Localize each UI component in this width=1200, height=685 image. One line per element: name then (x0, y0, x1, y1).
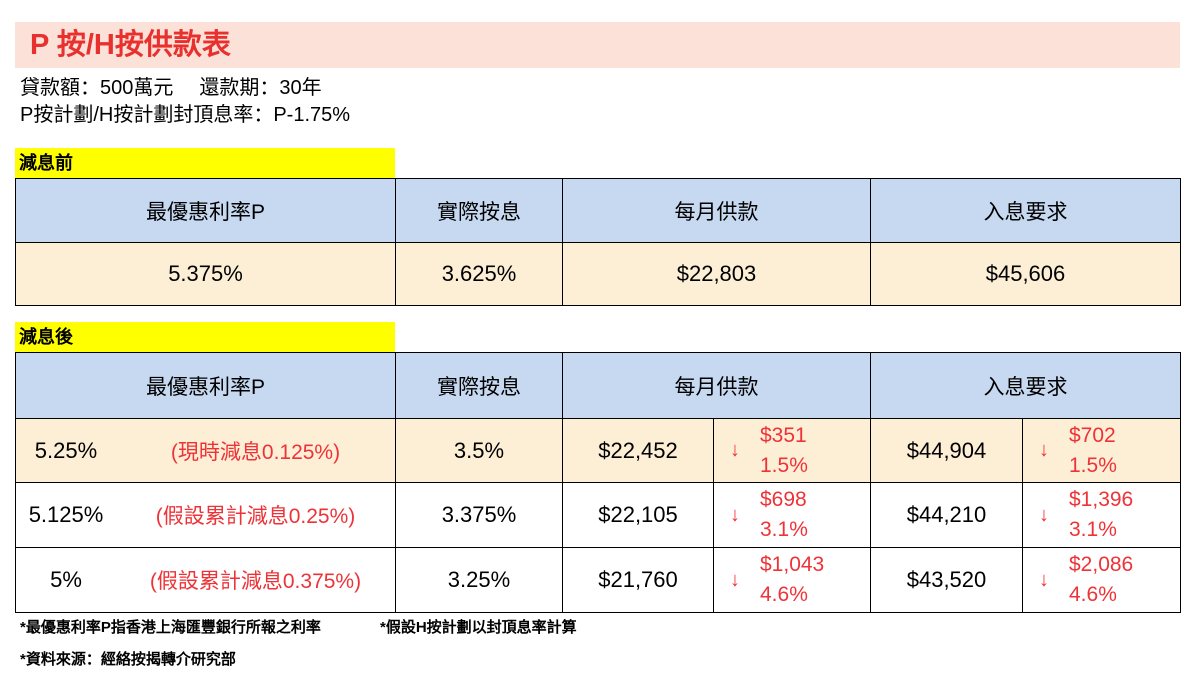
monthly-payment-cell: $22,803 (562, 242, 871, 306)
header-row: 最優惠利率P 實際按息 每月供款 入息要求 (15, 352, 1181, 419)
rate-cut-note: (假設累計減息0.375%) (149, 570, 362, 593)
income-drop-amount: $1,396 (1069, 488, 1134, 511)
income-drop-percent: 3.1% (1069, 518, 1117, 541)
before-cut-label: 減息前 (15, 148, 395, 178)
monthly-payment-cell: $22,105 (562, 482, 714, 548)
monthly-drop-percent: 1.5% (760, 453, 808, 477)
down-arrow-icon: ↓ (730, 503, 740, 526)
monthly-drop-cell: ↓ $351 1.5% (713, 418, 871, 483)
cap-rate-line: P按計劃/H按計劃封頂息率：P-1.75% (20, 104, 351, 126)
income-drop-percent: 4.6% (1069, 583, 1117, 606)
table-row: 5% (假設累計減息0.375%) 3.25% $21,760 ↓ $1,043… (15, 547, 1181, 613)
monthly-drop-percent: 3.1% (760, 518, 808, 541)
rate-cut-note: (現時減息0.125%) (170, 440, 341, 464)
monthly-payment-cell: $22,452 (562, 418, 714, 483)
header-income-requirement: 入息要求 (870, 178, 1181, 243)
income-drop-percent: 1.5% (1069, 453, 1117, 477)
monthly-drop-percent: 4.6% (760, 583, 808, 606)
table-row: 5.125% (假設累計減息0.25%) 3.375% $22,105 ↓ $6… (15, 482, 1181, 548)
prime-rate-cell: 5.375% (15, 242, 396, 306)
title-banner: P 按/H按供款表 (15, 22, 1180, 68)
monthly-drop-amount: $1,043 (760, 553, 825, 576)
income-drop-cell: ↓ $702 1.5% (1022, 418, 1181, 483)
before-cut-table: 最優惠利率P 實際按息 每月供款 入息要求 5.375% 3.625% $22,… (15, 178, 1181, 306)
footnote-prime-rate: *最優惠利率P指香港上海匯豐銀行所報之利率 (20, 619, 321, 636)
income-requirement-cell: $43,520 (870, 547, 1023, 613)
prime-rate-cell: 5% (假設累計減息0.375%) (15, 547, 396, 613)
income-drop-amount: $2,086 (1069, 553, 1134, 576)
header-row: 最優惠利率P 實際按息 每月供款 入息要求 (15, 178, 1181, 243)
actual-rate-cell: 3.25% (395, 547, 563, 613)
income-drop-cell: ↓ $2,086 4.6% (1022, 547, 1181, 613)
monthly-drop-amount: $351 (760, 423, 807, 447)
header-prime-rate: 最優惠利率P (15, 178, 396, 243)
monthly-drop-cell: ↓ $1,043 4.6% (713, 547, 871, 613)
header-income-requirement: 入息要求 (870, 352, 1181, 419)
loan-amount: 貸款額：500萬元 (20, 77, 174, 99)
after-cut-table: 最優惠利率P 實際按息 每月供款 入息要求 5.25% (現時減息0.125%)… (15, 352, 1181, 613)
actual-rate-cell: 3.625% (395, 242, 563, 306)
prime-rate-value: 5% (50, 567, 82, 592)
prime-rate-cell: 5.25% (現時減息0.125%) (15, 418, 396, 483)
monthly-payment-cell: $21,760 (562, 547, 714, 613)
table-row: 5.375% 3.625% $22,803 $45,606 (15, 242, 1181, 306)
actual-rate-cell: 3.375% (395, 482, 563, 548)
income-drop-amount: $702 (1069, 423, 1116, 447)
footnote-source: *資料來源：經絡按揭轉介研究部 (20, 651, 236, 668)
header-actual-rate: 實際按息 (395, 352, 563, 419)
down-arrow-icon: ↓ (1039, 503, 1049, 526)
prime-rate-value: 5.125% (28, 502, 104, 527)
header-monthly-payment: 每月供款 (562, 352, 871, 419)
prime-rate-value: 5.25% (34, 437, 98, 463)
down-arrow-icon: ↓ (730, 439, 740, 461)
rate-cut-note: (假設累計減息0.25%) (155, 505, 356, 528)
header-monthly-payment: 每月供款 (562, 178, 871, 243)
page-title: P 按/H按供款表 (30, 29, 231, 61)
loan-term: 還款期：30年 (199, 77, 322, 99)
income-requirement-cell: $45,606 (870, 242, 1181, 306)
income-drop-cell: ↓ $1,396 3.1% (1022, 482, 1181, 548)
actual-rate-cell: 3.5% (395, 418, 563, 483)
after-cut-label: 減息後 (15, 322, 395, 352)
table-row: 5.25% (現時減息0.125%) 3.5% $22,452 ↓ $351 1… (15, 418, 1181, 483)
header-prime-rate: 最優惠利率P (15, 352, 396, 419)
down-arrow-icon: ↓ (730, 568, 740, 591)
down-arrow-icon: ↓ (1039, 439, 1049, 461)
monthly-drop-cell: ↓ $698 3.1% (713, 482, 871, 548)
prime-rate-cell: 5.125% (假設累計減息0.25%) (15, 482, 396, 548)
monthly-drop-amount: $698 (760, 488, 807, 511)
down-arrow-icon: ↓ (1039, 568, 1049, 591)
loan-info-line: 貸款額：500萬元 還款期：30年 (20, 75, 322, 101)
footnote-cap-rate: *假設H按計劃以封頂息率計算 (380, 619, 577, 636)
income-requirement-cell: $44,210 (870, 482, 1023, 548)
income-requirement-cell: $44,904 (870, 418, 1023, 483)
header-actual-rate: 實際按息 (395, 178, 563, 243)
